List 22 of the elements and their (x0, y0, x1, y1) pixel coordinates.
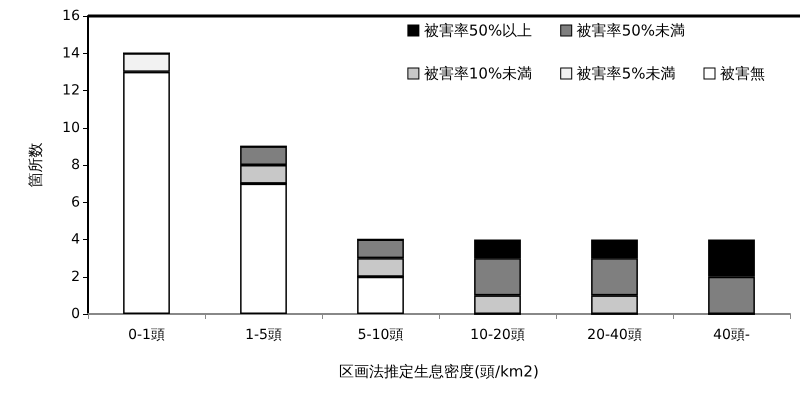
y-tick-label: 2 (71, 268, 80, 285)
x-tick-label: 40頭- (713, 327, 750, 343)
y-tick-label: 0 (71, 306, 80, 322)
y-tick-label: 4 (71, 232, 80, 248)
y-tick-label: 6 (71, 194, 80, 210)
legend-label: 被害率50%以上 (424, 22, 532, 40)
x-tick-label: 5-10頭 (358, 327, 404, 343)
x-tick-label: 10-20頭 (470, 327, 525, 343)
y-axis-title: 箇所数 (26, 142, 44, 188)
x-tick-label: 1-5頭 (245, 327, 282, 343)
legend-label: 被害率10%未満 (424, 64, 532, 82)
legend-label: 被害無 (720, 64, 765, 82)
x-tick-label: 0-1頭 (128, 327, 165, 343)
x-tick-label: 20-40頭 (587, 327, 642, 343)
x-axis-title: 区画法推定生息密度(頭/km2) (339, 362, 539, 380)
y-tick-label: 10 (62, 120, 80, 136)
y-tick-label: 16 (62, 8, 80, 24)
y-tick-label: 12 (62, 82, 80, 98)
y-tick-label: 8 (71, 157, 80, 173)
y-tick-label: 14 (62, 45, 80, 62)
legend-label: 被害率5%未満 (576, 64, 676, 82)
legend-label: 被害率50%未満 (576, 22, 686, 40)
